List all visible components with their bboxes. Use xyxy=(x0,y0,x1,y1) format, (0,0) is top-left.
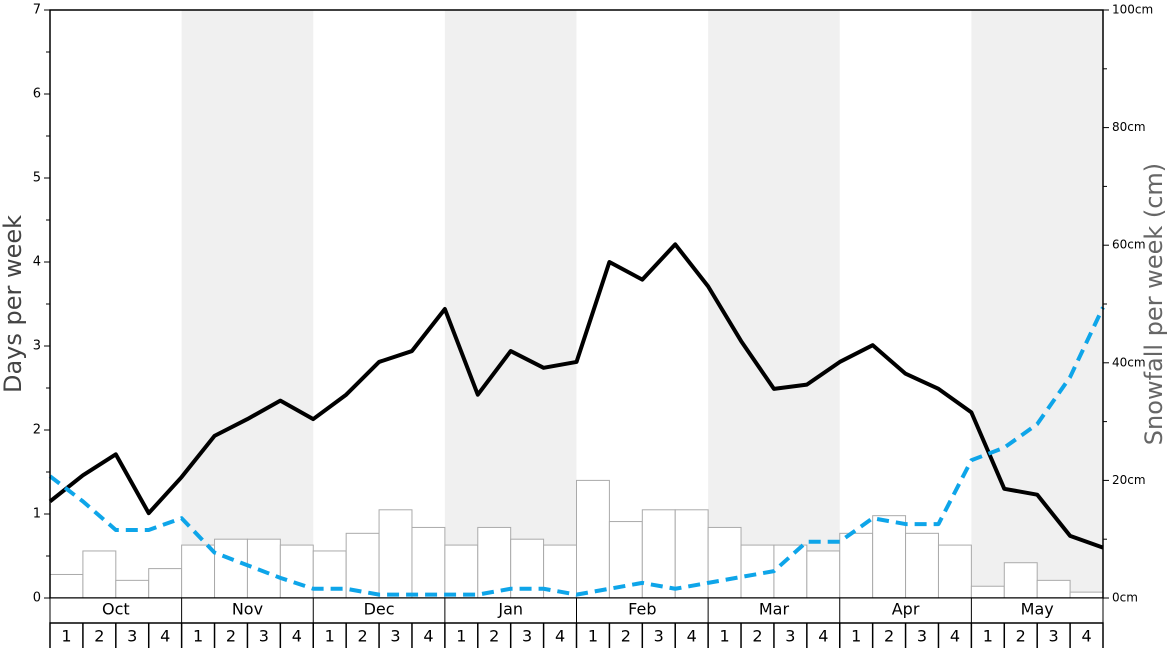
bar xyxy=(148,568,183,599)
x-tick-label: 1 xyxy=(325,627,335,646)
y2-tick-label: 60cm xyxy=(1112,238,1146,252)
x-tick-label: 3 xyxy=(785,627,795,646)
bar xyxy=(576,479,610,599)
x-tick-label: 4 xyxy=(160,627,170,646)
x-tick-label: 3 xyxy=(917,627,927,646)
x-tick-label: 4 xyxy=(950,627,960,646)
x-tick-label: 4 xyxy=(818,627,828,646)
month-band xyxy=(181,10,314,598)
bar xyxy=(378,509,413,599)
bar xyxy=(115,579,150,599)
x-tick-label: 4 xyxy=(687,627,697,646)
y-tick-label: 2 xyxy=(33,423,41,438)
bar xyxy=(82,550,117,599)
y-tick-label: 0 xyxy=(33,591,41,606)
bar xyxy=(839,532,874,599)
x-tick-label: 3 xyxy=(654,627,664,646)
x-tick-label: 2 xyxy=(489,627,499,646)
x-tick-label: 3 xyxy=(1049,627,1059,646)
month-band xyxy=(444,10,577,598)
y-tick-label: 1 xyxy=(33,507,41,522)
x-tick-label: 4 xyxy=(555,627,565,646)
x-tick-label: 1 xyxy=(193,627,203,646)
y-tick-label: 7 xyxy=(33,3,41,18)
bar xyxy=(1003,562,1038,599)
x-tick-label: 1 xyxy=(61,627,71,646)
x-tick-label: 1 xyxy=(983,627,993,646)
bar xyxy=(411,526,446,599)
bar xyxy=(345,532,380,599)
y2-tick-label: 80cm xyxy=(1112,120,1146,134)
bar xyxy=(181,544,216,599)
bar xyxy=(214,538,248,599)
y-axis-label: Days per week xyxy=(0,215,27,393)
bar xyxy=(970,585,1005,599)
x-tick-label: 2 xyxy=(1016,627,1026,646)
x-tick-label: 1 xyxy=(719,627,729,646)
bar xyxy=(905,532,939,599)
bar xyxy=(773,544,808,599)
bar xyxy=(49,573,84,599)
y-tick-label: 3 xyxy=(33,339,41,354)
y2-axis-label: Snowfall per week (cm) xyxy=(1140,163,1168,445)
x-tick-label: 3 xyxy=(127,627,137,646)
bar xyxy=(246,538,281,599)
x-tick-label: 1 xyxy=(851,627,861,646)
bar xyxy=(444,544,479,599)
month-label: Mar xyxy=(759,600,790,619)
month-label: Feb xyxy=(628,600,656,619)
x-tick-label: 2 xyxy=(358,627,368,646)
month-label: Apr xyxy=(892,600,920,619)
x-tick-label: 1 xyxy=(588,627,598,646)
bar xyxy=(937,544,972,599)
y2-tick-label: 40cm xyxy=(1112,355,1146,369)
x-tick-label: 4 xyxy=(423,627,433,646)
x-tick-label: 3 xyxy=(522,627,532,646)
bar xyxy=(707,526,742,599)
x-tick-label: 4 xyxy=(292,627,302,646)
month-band xyxy=(708,10,840,598)
y2-tick-label: 20cm xyxy=(1112,473,1146,487)
y-tick-label: 5 xyxy=(33,171,41,186)
y2-tick-label: 0cm xyxy=(1112,591,1138,605)
bar xyxy=(1036,579,1071,599)
y-tick-label: 6 xyxy=(33,87,41,102)
month-band xyxy=(971,10,1103,598)
dashed-line xyxy=(48,306,1105,597)
x-tick-label: 2 xyxy=(621,627,631,646)
x-tick-label: 2 xyxy=(94,627,104,646)
x-tick-label: 1 xyxy=(456,627,466,646)
y2-tick-label: 100cm xyxy=(1112,3,1153,17)
bar xyxy=(312,550,347,599)
bar xyxy=(477,526,512,599)
bar xyxy=(674,509,709,599)
bar xyxy=(806,550,841,599)
month-label: Nov xyxy=(232,600,263,619)
month-label: Jan xyxy=(497,600,523,619)
bar xyxy=(279,544,314,599)
x-tick-label: 4 xyxy=(1081,627,1091,646)
y-tick-label: 4 xyxy=(33,255,41,270)
month-label: May xyxy=(1021,600,1054,619)
x-tick-label: 3 xyxy=(390,627,400,646)
line xyxy=(48,242,1104,550)
x-tick-label: 2 xyxy=(752,627,762,646)
month-label: Oct xyxy=(102,600,130,619)
x-tick-label: 2 xyxy=(884,627,894,646)
x-tick-label: 2 xyxy=(226,627,236,646)
bar xyxy=(1069,591,1104,599)
bar xyxy=(872,515,907,599)
month-label: Dec xyxy=(364,600,395,619)
x-tick-label: 3 xyxy=(259,627,269,646)
